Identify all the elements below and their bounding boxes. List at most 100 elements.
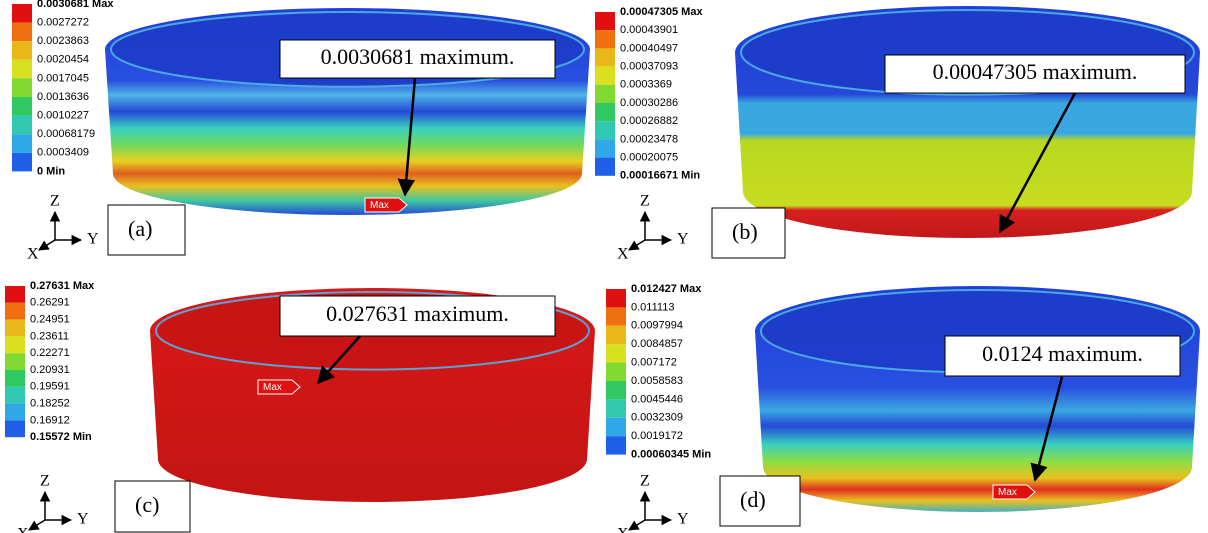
legend-swatch: [12, 4, 32, 23]
legend-swatch: [606, 289, 626, 307]
legend-label: 0.20931: [30, 364, 70, 376]
legend-label: 0.00023478: [620, 133, 678, 145]
axis-z-label: Z: [640, 473, 650, 490]
legend-swatch: [606, 363, 626, 381]
legend-label: 0 Min: [37, 165, 65, 177]
legend-swatch: [5, 286, 25, 303]
legend-swatch: [12, 78, 32, 97]
legend-label: 0.15572 Min: [30, 431, 92, 443]
legend-label: 0.0020454: [37, 54, 89, 66]
legend-swatch: [5, 320, 25, 337]
legend-label: 0.26291: [30, 297, 70, 309]
legend-swatch: [12, 97, 32, 116]
legend-swatch: [595, 103, 615, 121]
legend-swatch: [5, 404, 25, 421]
legend-swatch: [12, 116, 32, 135]
legend-swatch: [595, 30, 615, 48]
legend-label: 0.19591: [30, 381, 70, 393]
legend-label: 0.00060345 Min: [631, 449, 711, 461]
axis-x-label: X: [27, 246, 39, 263]
legend-label: 0.0019172: [631, 430, 683, 442]
legend-label: 0.0023863: [37, 35, 89, 47]
legend-label: 0.27631 Max: [30, 280, 95, 292]
legend-label: 0.23611: [30, 330, 69, 342]
axis-x: [629, 240, 645, 250]
legend-label: 0.012427 Max: [631, 283, 702, 295]
legend-label: 0.00040497: [620, 42, 678, 54]
legend-label: 0.0030681 Max: [37, 0, 114, 10]
legend-label: 0.0003409: [37, 147, 89, 159]
legend-label: 0.00026882: [620, 115, 678, 127]
axis-x-label: X: [617, 246, 629, 263]
axis-x-label: X: [617, 526, 629, 533]
legend-swatch: [12, 134, 32, 153]
legend-label: 0.007172: [631, 357, 677, 369]
legend-label: 0.0027272: [37, 17, 89, 29]
axis-y-label: Y: [77, 511, 89, 528]
axis-x-label: X: [17, 526, 29, 533]
legend-label: 0.24951: [30, 314, 70, 326]
legend-label: 0.00043901: [620, 24, 678, 36]
axis-y-label: Y: [677, 231, 689, 248]
max-tag-label: Max: [998, 487, 1017, 498]
legend-label: 0.0032309: [631, 412, 683, 424]
legend-label: 0.0058583: [631, 375, 683, 387]
legend-swatch: [5, 336, 25, 353]
axis-y-label: Y: [677, 511, 689, 528]
panel-label: (a): [128, 216, 152, 241]
legend-swatch: [595, 48, 615, 66]
panel-label: (b): [732, 219, 758, 244]
legend-swatch: [12, 153, 32, 172]
figure: 0.0030681 Max 0.0027272 0.0023863 0.0020454…: [0, 0, 1208, 533]
legend-swatch: [606, 399, 626, 417]
legend-swatch: [606, 418, 626, 436]
legend-label: 0.00068179: [37, 128, 95, 140]
legend-swatch: [595, 139, 615, 157]
legend-label: 0.00016671 Min: [620, 170, 700, 182]
legend-swatch: [5, 370, 25, 387]
max-tag-label: Max: [370, 200, 389, 211]
axis-x: [39, 240, 55, 250]
max-tag-label: Max: [263, 382, 282, 393]
legend-label: 0.011113: [631, 301, 674, 313]
legend-swatch: [606, 326, 626, 344]
legend-swatch: [12, 41, 32, 60]
legend-label: 0.18252: [30, 398, 70, 410]
callout-text: 0.00047305 maximum.: [933, 59, 1138, 84]
panel-label: (d): [740, 487, 766, 512]
panel: 0.27631 Max 0.26291 0.24951 0.23611 0.22271 0…: [5, 280, 595, 533]
legend-swatch: [595, 85, 615, 103]
legend-swatch: [5, 387, 25, 404]
axis-x: [629, 520, 645, 530]
legend-label: 0.0013636: [37, 91, 89, 103]
legend-swatch: [595, 121, 615, 139]
axis-y-label: Y: [87, 231, 99, 248]
legend-label: 0.00020075: [620, 152, 678, 164]
callout-text: 0.0124 maximum.: [982, 341, 1143, 366]
legend-swatch: [12, 23, 32, 42]
legend-swatch: [606, 307, 626, 325]
axis-x: [29, 520, 45, 530]
legend-label: 0.0045446: [631, 393, 683, 405]
legend-swatch: [606, 436, 626, 454]
legend-swatch: [606, 381, 626, 399]
axis-z-label: Z: [640, 193, 650, 210]
legend-label: 0.0084857: [631, 338, 683, 350]
legend-label: 0.16912: [30, 414, 70, 426]
legend-label: 0.22271: [30, 347, 70, 359]
axis-z-label: Z: [40, 473, 50, 490]
legend-swatch: [595, 67, 615, 85]
callout-text: 0.0030681 maximum.: [321, 44, 515, 69]
legend-label: 0.00047305 Max: [620, 6, 703, 18]
legend-swatch: [595, 12, 615, 30]
legend-label: 0.00037093: [620, 61, 678, 73]
axis-z-label: Z: [50, 193, 60, 210]
legend-swatch: [606, 344, 626, 362]
legend-swatch: [12, 60, 32, 79]
legend-label: 0.0003369: [620, 79, 672, 91]
legend-label: 0.0097994: [631, 320, 683, 332]
legend-label: 0.0017045: [37, 72, 89, 84]
panel-label: (c): [135, 492, 159, 517]
panel: 0.012427 Max 0.011113 0.0097994 0.0084857 0.…: [606, 283, 1200, 533]
panel: 0.00047305 Max 0.00043901 0.00040497 0.0003…: [595, 6, 1200, 263]
